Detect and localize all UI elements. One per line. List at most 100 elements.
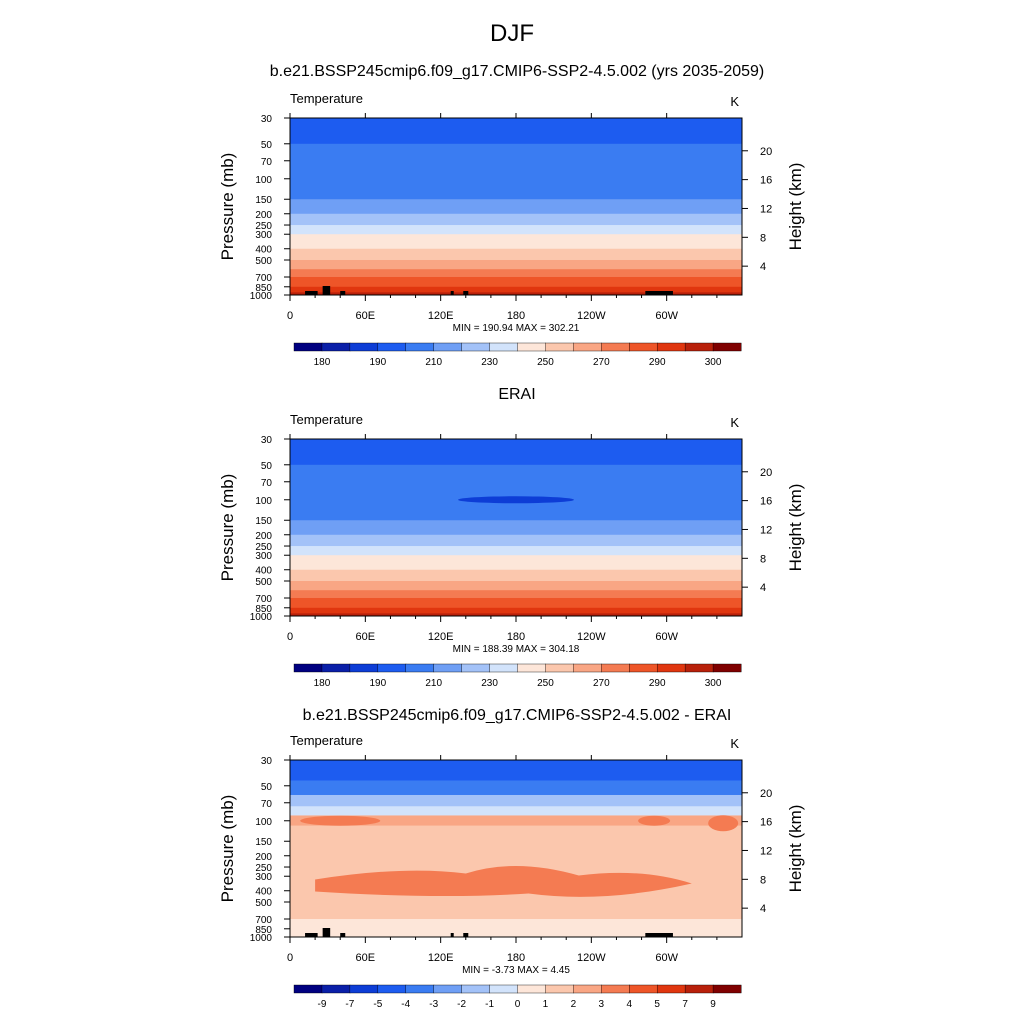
x-tick-label: 60W — [655, 310, 678, 322]
y2-tick-label: 4 — [760, 582, 766, 594]
colorbar-label: 300 — [705, 678, 722, 689]
y2-tick-label: 12 — [760, 203, 772, 215]
x-tick-label: 60W — [655, 952, 678, 964]
contour-band — [290, 597, 742, 609]
y-axis-label: Pressure (mb) — [218, 795, 237, 903]
y-tick-label: 30 — [261, 114, 273, 125]
contour-band — [290, 815, 742, 827]
y-axis-label: Pressure (mb) — [218, 153, 237, 261]
warm-anomaly-region — [315, 865, 692, 897]
y-tick-label: 700 — [255, 594, 272, 605]
colorbar-cell — [545, 342, 574, 352]
contour-band — [290, 225, 742, 235]
y-tick-label: 400 — [255, 887, 272, 898]
contour-band — [290, 269, 742, 278]
contour-band — [290, 780, 742, 796]
colorbar-label: 210 — [425, 357, 442, 368]
topography-block — [463, 291, 469, 295]
y2-tick-label: 20 — [760, 467, 772, 479]
y2-tick-label: 20 — [760, 788, 772, 800]
colorbar-cell — [321, 342, 351, 352]
contour-band — [290, 160, 742, 180]
panel-left-label: Temperature — [290, 733, 363, 748]
colorbar-label: 230 — [481, 357, 498, 368]
contour-band — [290, 555, 742, 571]
colorbar-cell — [573, 984, 602, 994]
colorbar-cell — [712, 342, 742, 352]
y-tick-label: 50 — [261, 782, 273, 793]
colorbar-label: 290 — [649, 678, 666, 689]
topography-block — [322, 286, 331, 295]
colorbar-label: 3 — [599, 999, 605, 1010]
contour-band — [290, 118, 742, 145]
y-tick-label: 400 — [255, 245, 272, 256]
colorbar-cell — [349, 663, 379, 673]
x-tick-label: 60E — [356, 631, 376, 643]
colorbar-label: 4 — [626, 999, 632, 1010]
y2-tick-label: 12 — [760, 845, 772, 857]
colorbar-cell — [377, 663, 407, 673]
warm-anomaly-region — [638, 815, 671, 826]
y-tick-label: 850 — [255, 604, 272, 615]
y-tick-label: 70 — [261, 478, 273, 489]
x-tick-label: 120W — [577, 310, 606, 322]
colorbar-label: 2 — [571, 999, 577, 1010]
contour-band — [290, 464, 742, 483]
colorbar-label: 250 — [537, 357, 554, 368]
x-tick-label: 120E — [428, 952, 454, 964]
contour-band — [290, 607, 742, 614]
y-tick-label: 850 — [255, 925, 272, 936]
cold-tropopause-patch — [458, 496, 574, 504]
y2-tick-label: 8 — [760, 232, 766, 244]
contour-band — [290, 292, 742, 296]
topography-block — [463, 933, 469, 937]
colorbar-label: 180 — [314, 357, 331, 368]
colorbar-label: 190 — [369, 678, 386, 689]
colorbar-cell — [293, 663, 323, 673]
colorbar-label: 290 — [649, 357, 666, 368]
y-tick-label: 200 — [255, 210, 272, 221]
colorbar-cell — [545, 663, 574, 673]
colorbar — [293, 663, 742, 673]
y-tick-label: 150 — [255, 195, 272, 206]
colorbar-cell — [656, 342, 686, 352]
colorbar-cell — [461, 663, 491, 673]
colorbar-cell — [433, 342, 463, 352]
panel-2-plot — [284, 434, 748, 622]
topography-block — [340, 933, 346, 937]
contour-band — [290, 178, 742, 200]
x-tick-label: 120W — [577, 952, 606, 964]
y-tick-label: 30 — [261, 435, 273, 446]
x-tick-label: 180 — [507, 310, 525, 322]
topography-block — [340, 291, 346, 295]
topography-block — [450, 933, 454, 937]
y2-tick-label: 8 — [760, 553, 766, 565]
y2-tick-label: 12 — [760, 524, 772, 536]
warm-anomaly-region — [300, 815, 381, 826]
colorbar-cell — [489, 984, 518, 994]
colorbar-label: -1 — [485, 999, 494, 1010]
panel-2-title: ERAI — [498, 386, 536, 403]
colorbar — [293, 984, 742, 994]
y2-tick-label: 16 — [760, 175, 772, 187]
x-tick-label: 180 — [507, 952, 525, 964]
y-tick-label: 70 — [261, 157, 273, 168]
min-max-label: MIN = 188.39 MAX = 304.18 — [453, 644, 580, 655]
topography-block — [322, 928, 331, 937]
colorbar-cell — [629, 984, 658, 994]
colorbar-cell — [629, 342, 658, 352]
y-tick-label: 400 — [255, 566, 272, 577]
panel-left-label: Temperature — [290, 412, 363, 427]
contour-band — [290, 590, 742, 599]
colorbar-label: 0 — [515, 999, 521, 1010]
colorbar-label: -4 — [401, 999, 410, 1010]
contour-band — [290, 794, 742, 807]
colorbar-cell — [684, 342, 714, 352]
panel-1-plot — [284, 113, 748, 301]
colorbar-cell — [489, 342, 518, 352]
colorbar-cell — [293, 984, 323, 994]
y-tick-label: 150 — [255, 837, 272, 848]
y-tick-label: 100 — [255, 175, 272, 186]
contour-band — [290, 481, 742, 501]
contour-band — [290, 213, 742, 226]
